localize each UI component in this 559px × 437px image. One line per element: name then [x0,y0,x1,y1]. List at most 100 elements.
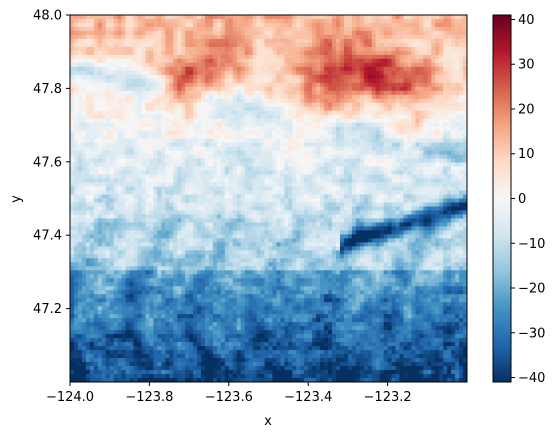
heatmap-cell [177,186,182,192]
heatmap-cell [252,130,258,136]
heatmap-cell [328,166,333,172]
heatmap-cell [419,190,424,196]
heatmap-cell [343,126,349,132]
heatmap-cell [268,162,274,168]
heatmap-cell [415,186,420,192]
heatmap-cell [70,174,75,180]
heatmap-cell [455,42,460,48]
heatmap-cell [308,66,313,72]
heatmap-cell [435,142,440,148]
heatmap-cell [216,42,222,48]
heatmap-cell [145,190,150,196]
heatmap-cell [435,90,440,96]
heatmap-cell [121,194,127,200]
heatmap-cell [85,98,91,104]
heatmap-cell [359,54,365,60]
heatmap-cell [328,62,333,68]
heatmap-cell [367,38,373,44]
heatmap-cell [153,62,158,68]
heatmap-cell [272,158,278,164]
heatmap-cell [300,22,305,28]
heatmap-cell [169,206,174,212]
heatmap-cell [252,210,258,216]
heatmap-cell [451,118,456,124]
heatmap-cell [185,70,190,76]
heatmap-cell [411,98,416,104]
heatmap-cell [197,126,202,132]
heatmap-cell [439,66,444,72]
heatmap-cell [141,166,147,172]
heatmap-cell [216,206,222,212]
heatmap-cell [129,170,135,176]
heatmap-cell [93,38,99,44]
heatmap-cell [264,22,270,28]
heatmap-cell [415,62,420,68]
heatmap-cell [375,74,381,80]
heatmap-cell [228,158,234,164]
heatmap-cell [455,38,460,44]
heatmap-cell [375,210,381,216]
heatmap-cell [113,190,119,196]
heatmap-cell [181,202,186,208]
heatmap-cell [435,186,440,192]
heatmap-cell [339,70,345,76]
heatmap-cell [335,122,341,128]
heatmap-cell [383,146,389,152]
heatmap-cell [403,30,409,36]
heatmap-cell [355,178,361,184]
heatmap-cell [197,102,202,108]
heatmap-cell [256,186,262,192]
heatmap-cell [260,170,266,176]
heatmap-cell [451,110,456,116]
heatmap-cell [391,162,397,168]
heatmap-cell [173,130,178,136]
heatmap-cell [256,74,262,80]
heatmap-cell [177,22,182,28]
heatmap-cell [232,126,238,132]
heatmap-cell [435,106,440,112]
heatmap-cell [276,34,282,40]
heatmap-cell [343,114,349,120]
heatmap-cell [292,174,297,180]
heatmap-cell [463,198,467,204]
heatmap-cell [276,190,282,196]
heatmap-cell [73,130,79,136]
heatmap-cell [276,98,282,104]
heatmap-cell [165,194,170,200]
heatmap-cell [407,138,413,144]
heatmap-cell [335,158,341,164]
heatmap-cell [193,18,198,24]
heatmap-cell [113,102,119,108]
heatmap-cell [332,30,337,36]
heatmap-cell [145,126,150,132]
heatmap-cell [137,118,143,124]
heatmap-cell [212,134,218,140]
heatmap-cell [375,198,381,204]
heatmap-cell [141,202,147,208]
heatmap-cell [415,118,420,124]
heatmap-cell [423,194,428,200]
heatmap-cell [463,118,467,124]
heatmap-cell [97,146,103,152]
heatmap-cell [248,190,254,196]
heatmap-cell [260,106,266,112]
heatmap-cell [411,82,416,88]
heatmap-cell [316,46,321,52]
heatmap-cell [165,98,170,104]
heatmap-cell [216,166,222,172]
heatmap-cell [133,174,139,180]
heatmap-cell [367,210,373,216]
heatmap-cell [371,182,377,188]
heatmap-cell [73,74,79,80]
heatmap-cell [117,126,123,132]
heatmap-cell [375,26,381,32]
heatmap-cell [308,166,313,172]
heatmap-cell [165,190,170,196]
heatmap-cell [165,90,170,96]
heatmap-cell [407,182,413,188]
heatmap-cell [169,210,174,216]
heatmap-cell [268,178,274,184]
heatmap-cell [113,186,119,192]
heatmap-cell [276,146,282,152]
heatmap-cell [427,118,432,124]
